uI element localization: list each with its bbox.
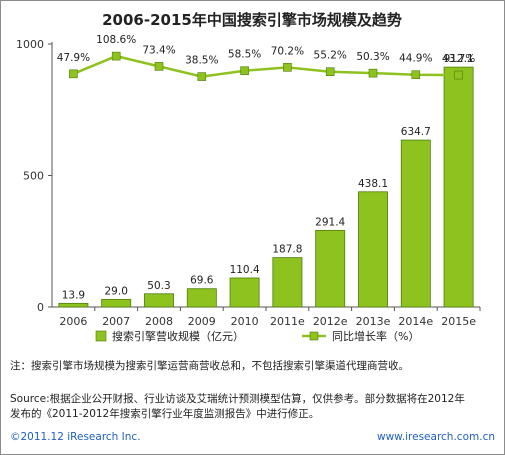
- source-line-1: Source:根据企业公开财报、行业访谈及艾瑞统计预测模型估算，仅供参考。部分数…: [10, 393, 465, 405]
- source-note: Source:根据企业公开财报、行业访谈及艾瑞统计预测模型估算，仅供参考。部分数…: [10, 392, 496, 422]
- growth-value-label: 55.2%: [314, 50, 347, 62]
- x-tick-label: 2008: [145, 315, 173, 328]
- legend-bar-label: 搜索引擎营收规模（亿元）: [112, 329, 244, 343]
- value-labels: 13.9 29.0 50.3 69.6 110.4 187.8 291.4 438.1 634.…: [57, 34, 476, 301]
- growth-point: [283, 63, 292, 72]
- bar: [400, 139, 431, 308]
- legend-bar-swatch: [95, 330, 107, 342]
- bar: [58, 302, 89, 308]
- bar: [229, 277, 260, 308]
- growth-point: [411, 70, 421, 80]
- growth-value-label: 50.3%: [356, 51, 389, 63]
- bar: [315, 229, 346, 308]
- bar: [443, 66, 474, 308]
- growth-line: [72, 54, 459, 78]
- bar: [186, 288, 217, 308]
- chart-title: 2006-2015年中国搜索引擎市场规模及趋势: [102, 11, 402, 29]
- growth-line-series: [69, 51, 463, 81]
- legend-line-label: 同比增长率（%）: [332, 329, 419, 343]
- growth-value-label: 47.9%: [57, 52, 90, 64]
- growth-value-label: 43.7%: [442, 53, 475, 65]
- bar: [272, 257, 303, 308]
- bar-value-label: 291.4: [315, 216, 345, 228]
- growth-value-label: 38.5%: [185, 55, 218, 67]
- x-tick-label: 2013e: [356, 315, 391, 328]
- bar-value-label: 50.3: [147, 280, 170, 292]
- growth-value-label: 108.6%: [96, 34, 136, 46]
- y-tick-label: 500: [23, 170, 44, 183]
- bar-value-label: 69.6: [190, 275, 214, 287]
- growth-value-label: 70.2%: [271, 45, 304, 57]
- bar-series: [58, 66, 474, 308]
- x-tick-label: 2015e: [441, 315, 476, 328]
- x-tick-label: 2007: [102, 315, 130, 328]
- x-tick-label: 2009: [188, 315, 216, 328]
- growth-point: [154, 62, 164, 71]
- copyright: ©2011.12 iResearch Inc.: [10, 431, 141, 443]
- source-line-2: 发布的《2011-2012年搜索引擎行业年度监测报告》中进行修正。: [10, 408, 320, 420]
- bar-value-label: 187.8: [272, 244, 302, 256]
- bar-value-label: 912.1: [444, 53, 474, 65]
- growth-point: [454, 70, 463, 80]
- growth-value-label: 73.4%: [142, 44, 175, 56]
- x-tick-label: 2006: [59, 315, 87, 328]
- legend-line-marker: [309, 331, 319, 341]
- growth-point: [111, 51, 121, 61]
- growth-point: [197, 72, 207, 81]
- bar: [144, 293, 174, 308]
- growth-point: [325, 67, 335, 77]
- bar-value-label: 110.4: [230, 264, 260, 276]
- bar: [101, 298, 132, 308]
- x-tick-label: 2012e: [313, 315, 348, 328]
- x-tick-label: 2011e: [270, 315, 305, 328]
- x-tick-label: 2014e: [398, 315, 433, 328]
- bar-value-label: 634.7: [401, 126, 431, 138]
- growth-point: [240, 66, 249, 76]
- bar-value-label: 29.0: [105, 285, 128, 297]
- legend: 搜索引擎营收规模（亿元） 同比增长率（%）: [95, 329, 419, 343]
- growth-value-label: 58.5%: [228, 49, 261, 61]
- growth-value-label: 44.9%: [399, 53, 432, 65]
- y-tick-label: 0: [37, 301, 44, 314]
- x-tick-label: 2010: [231, 315, 259, 328]
- bar: [358, 191, 388, 308]
- growth-point: [69, 69, 78, 79]
- chart-note: 注：搜索引擎市场规模为搜索引擎运营商营收总和，不包括搜索引擎渠道代理商营收。: [10, 360, 409, 372]
- bar-value-label: 438.1: [358, 178, 388, 190]
- y-tick-label: 1000: [16, 38, 44, 51]
- bar-value-label: 13.9: [62, 289, 85, 301]
- growth-point: [368, 68, 378, 78]
- website-link[interactable]: www.iresearch.com.cn: [376, 431, 495, 443]
